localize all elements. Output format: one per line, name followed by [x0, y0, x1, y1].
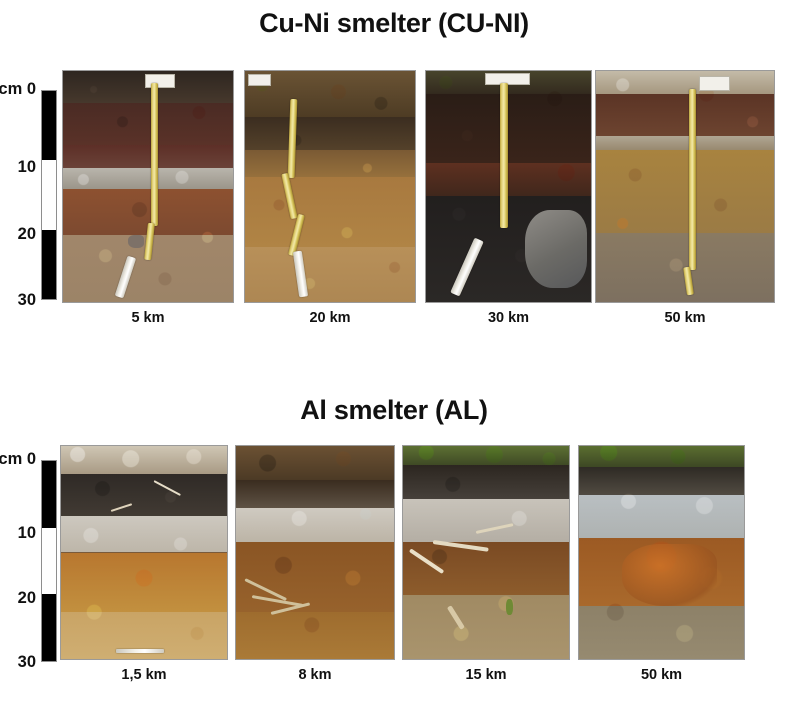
- scale-segment-10-20: [42, 160, 56, 230]
- scale-segment-0-10: [42, 461, 56, 528]
- soil-profile-cell-15km[interactable]: 15 km: [402, 445, 570, 683]
- depth-scale-bar: [41, 460, 57, 662]
- photo-scale-mark: [115, 649, 164, 654]
- panel-title-cu-ni: Cu-Ni smelter (CU-NI): [259, 8, 529, 38]
- stone: [127, 235, 144, 248]
- soil-profile-cell-1-5km[interactable]: 1,5 km: [60, 445, 228, 683]
- soil-profile-cell-20km[interactable]: 20 km: [244, 70, 416, 326]
- measuring-tape: [151, 82, 159, 226]
- photo-caption-1-5km: 1,5 km: [121, 667, 167, 683]
- soil-profile-cell-30km[interactable]: 30 km: [425, 70, 592, 326]
- photo-caption-20km: 20 km: [309, 310, 351, 326]
- photo-caption-30km: 30 km: [487, 310, 530, 326]
- soil-profile-cell-50km-al[interactable]: 50 km: [578, 445, 745, 683]
- scale-tick-10: 10: [17, 524, 36, 542]
- scale-tick-10: 10: [17, 158, 36, 176]
- marker-card: [485, 73, 531, 85]
- measuring-tape: [688, 89, 696, 270]
- scale-segment-20-30: [42, 229, 56, 299]
- panel-title-al: Al smelter (AL): [300, 395, 488, 425]
- soil-photo-20km[interactable]: [244, 70, 416, 303]
- soil-photo-50km[interactable]: [595, 70, 775, 303]
- photo-caption-15km: 15 km: [465, 667, 507, 683]
- scale-tick-30: 30: [17, 653, 36, 671]
- soil-profile-cell-50km[interactable]: 50 km: [595, 70, 775, 326]
- soil-photo-30km[interactable]: [425, 70, 592, 303]
- scale-tick-0: cm 0: [0, 80, 36, 98]
- scale-segment-10-20: [42, 527, 56, 595]
- marker-card: [248, 74, 271, 86]
- plant-sprig: [505, 599, 513, 616]
- soil-photo-5km[interactable]: [62, 70, 234, 303]
- scale-segment-20-30: [42, 594, 56, 661]
- marker-card: [144, 74, 176, 88]
- photo-row-cu-ni: 5 km 20 km: [0, 70, 788, 326]
- marker-card: [699, 75, 730, 92]
- panel-al-smelter: Al smelter (AL) cm 0 10 20 30: [0, 378, 788, 720]
- scale-tick-20: 20: [17, 225, 36, 243]
- photo-row-al: 1,5 km 8 km: [0, 445, 788, 683]
- soil-profile-cell-5km[interactable]: 5 km: [62, 70, 234, 326]
- scale-tick-0: cm 0: [0, 450, 36, 468]
- stone: [525, 209, 587, 288]
- soil-photo-1-5km[interactable]: [60, 445, 228, 660]
- scale-tick-30: 30: [17, 291, 36, 309]
- soil-photo-8km[interactable]: [235, 445, 395, 660]
- soil-photo-50km-al[interactable]: [578, 445, 745, 660]
- scale-tick-20: 20: [17, 589, 36, 607]
- photo-caption-50km-al: 50 km: [640, 667, 683, 683]
- photo-caption-5km: 5 km: [131, 310, 165, 326]
- scale-segment-0-10: [42, 91, 56, 161]
- measuring-tape: [500, 82, 509, 229]
- soil-profile-cell-8km[interactable]: 8 km: [235, 445, 395, 683]
- photo-caption-8km: 8 km: [298, 667, 332, 683]
- panel-cu-ni-smelter: Cu-Ni smelter (CU-NI) cm 0 10 20 30: [0, 0, 788, 345]
- photo-caption-50km: 50 km: [664, 310, 706, 326]
- soil-photo-15km[interactable]: [402, 445, 570, 660]
- depth-scale-bar: [41, 90, 57, 300]
